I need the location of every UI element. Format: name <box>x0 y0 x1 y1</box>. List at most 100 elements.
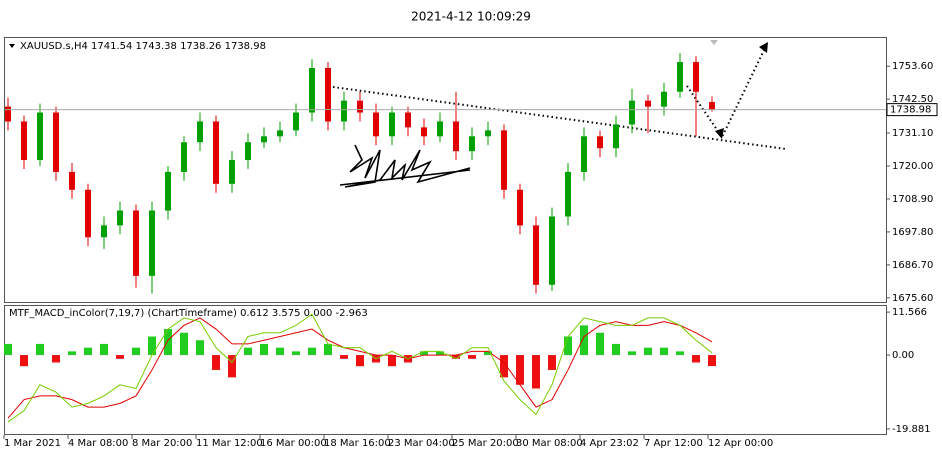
histogram-bar <box>84 347 92 356</box>
candle-body <box>517 189 523 226</box>
candle-body <box>709 102 715 110</box>
candle-body <box>309 67 315 113</box>
candle-body <box>597 136 603 149</box>
arrow-heads <box>715 42 768 139</box>
candle-body <box>5 106 11 122</box>
signature <box>339 144 471 188</box>
price-label-box <box>886 103 938 117</box>
candle-body <box>261 136 267 143</box>
candle-body <box>437 121 443 137</box>
y-tick-label: 1697.80 <box>892 227 933 238</box>
candle-body <box>149 210 155 276</box>
candle-body <box>501 130 507 190</box>
histogram-bar <box>340 355 348 359</box>
candle-body <box>549 216 555 285</box>
histogram-bar <box>212 355 220 370</box>
histogram-bar <box>100 343 108 356</box>
candle-body <box>277 130 283 137</box>
histogram-bar <box>580 325 588 356</box>
price-title: XAUUSD.s,H4 1741.54 1743.38 1738.26 1738… <box>20 41 266 52</box>
x-tick-label: 7 Apr 12:00 <box>644 438 703 449</box>
candle-body <box>325 67 331 122</box>
x-tick-label: 12 Apr 00:00 <box>708 438 773 449</box>
candle-body <box>53 112 59 172</box>
histogram-bar <box>356 355 364 367</box>
histogram-bar <box>660 347 668 356</box>
macd-title: MTF_MACD_inColor(7,19,7) (ChartTimeframe… <box>9 308 368 319</box>
histogram-bar <box>516 355 524 385</box>
x-tick-label: 23 Mar 04:00 <box>388 438 455 449</box>
histogram-bar <box>612 343 620 356</box>
x-tick-label: 4 Apr 23:02 <box>580 438 639 449</box>
shift-marker <box>710 40 718 45</box>
candle-body <box>69 171 75 190</box>
x-tick-label: 8 Mar 20:00 <box>132 438 192 449</box>
price-panel <box>4 37 887 303</box>
histogram-bar <box>596 332 604 356</box>
histogram-bar <box>708 355 716 367</box>
candle-body <box>677 62 683 92</box>
histogram-bar <box>628 351 636 356</box>
histogram-bar <box>68 351 76 356</box>
macd-line <box>7 317 713 419</box>
price-label: 1738.98 <box>890 105 931 116</box>
y-tick-label: 11.566 <box>892 307 927 318</box>
histogram-bar <box>180 332 188 356</box>
histogram-bar <box>436 351 444 356</box>
candle-body <box>229 160 235 184</box>
candle-body <box>469 136 475 152</box>
histogram-bar <box>500 355 508 378</box>
histogram-bar <box>228 355 236 378</box>
candle-body <box>101 225 107 238</box>
histogram-bar <box>324 343 332 356</box>
histogram-bar <box>548 355 556 370</box>
x-tick-label: 1 Mar 2021 <box>4 438 61 449</box>
histogram-bar <box>52 355 60 363</box>
x-tick-label: 30 Mar 08:00 <box>516 438 583 449</box>
candle-body <box>389 112 395 137</box>
candle-body <box>165 171 171 211</box>
candle-body <box>181 142 187 172</box>
candle-body <box>629 100 635 125</box>
histogram-bar <box>452 355 460 359</box>
y-tick-label: 0.00 <box>892 350 914 361</box>
x-tick-label: 25 Mar 20:00 <box>452 438 519 449</box>
y-tick-label: 1686.70 <box>892 260 933 271</box>
menu-arrow[interactable] <box>9 44 15 48</box>
histogram-bar <box>4 343 12 356</box>
histogram-bar <box>276 347 284 356</box>
y-tick-label: -19.881 <box>892 424 931 435</box>
y-tick-label: 1753.60 <box>892 61 933 72</box>
candle-body <box>405 112 411 128</box>
y-tick-label: 1731.10 <box>892 128 933 139</box>
histogram-bar <box>20 355 28 367</box>
histogram-bar <box>260 343 268 356</box>
candle-body <box>21 121 27 161</box>
timestamp: 2021-4-12 10:09:29 <box>411 10 531 24</box>
histogram-bar <box>196 340 204 356</box>
histogram-bar <box>308 347 316 356</box>
x-tick-label: 4 Mar 08:00 <box>68 438 128 449</box>
candle-body <box>117 210 123 226</box>
candle-body <box>133 210 139 276</box>
candle-body <box>645 100 651 107</box>
histogram-bar <box>244 347 252 356</box>
histogram-bar <box>292 351 300 356</box>
x-tick-label: 11 Mar 12:00 <box>196 438 263 449</box>
y-tick-label: 1720.00 <box>892 161 933 172</box>
y-tick-label: 1742.50 <box>892 94 933 105</box>
histogram-bar <box>388 355 396 367</box>
histogram-bar <box>116 355 124 359</box>
histogram-bar <box>532 355 540 389</box>
candle-body <box>37 112 43 161</box>
y-tick-label: 1708.90 <box>892 194 933 205</box>
candle-body <box>485 130 491 137</box>
histogram-bar <box>564 336 572 356</box>
histogram-bar <box>676 351 684 356</box>
candle-body <box>661 91 667 107</box>
candle-body <box>341 100 347 122</box>
x-tick-label: 16 Mar 00:00 <box>260 438 327 449</box>
histogram-bar <box>484 351 492 356</box>
